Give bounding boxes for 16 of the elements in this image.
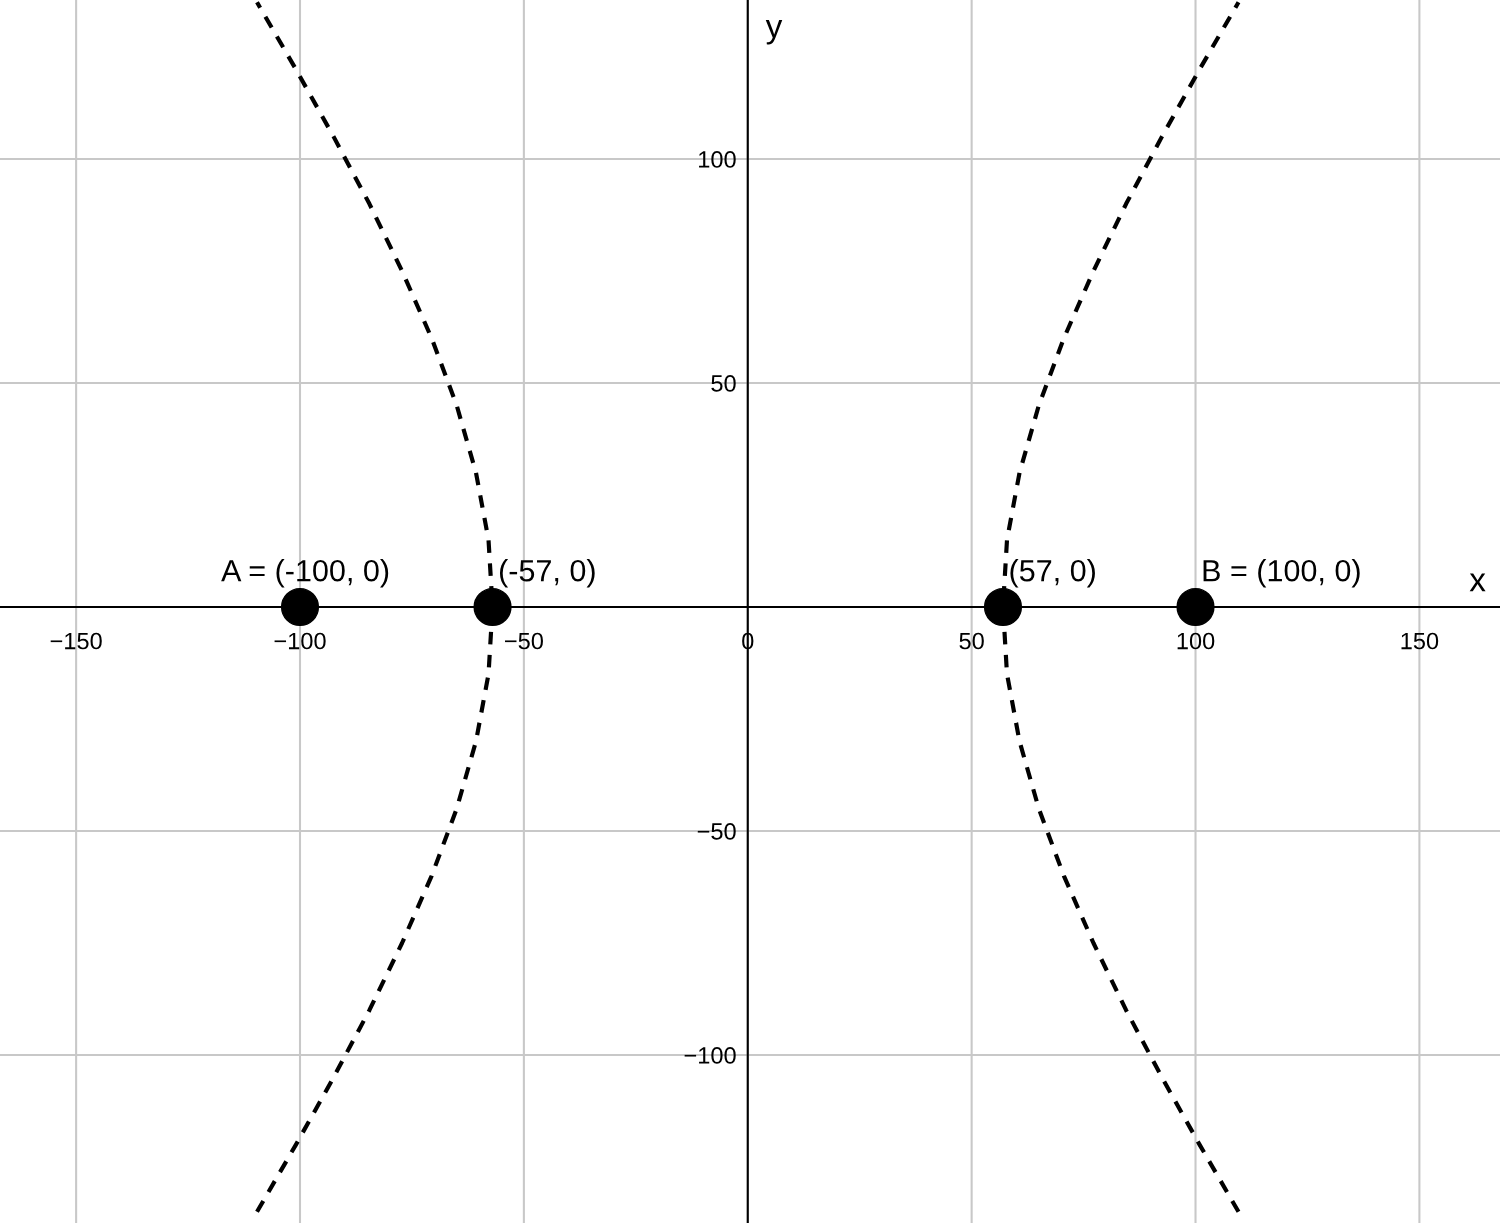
- annotation: (-57, 0): [499, 559, 595, 588]
- x-tick-label: 150: [1401, 632, 1439, 650]
- annotation: B = (100, 0): [1203, 559, 1360, 588]
- x-tick-label: −100: [274, 632, 326, 650]
- x-tick-label: 100: [1177, 632, 1215, 650]
- annotation: (57, 0): [1010, 559, 1095, 588]
- y-tick-label: 50: [711, 375, 736, 392]
- y-tick-label: −100: [684, 1047, 736, 1064]
- x-tick-label: −150: [50, 632, 102, 650]
- y-axis-title: y: [765, 19, 783, 45]
- y-tick-label: −50: [697, 823, 736, 840]
- x-tick-label: −50: [505, 632, 543, 650]
- x-axis-title: x: [1469, 573, 1486, 592]
- annotation: A = (-100, 0): [221, 559, 389, 588]
- x-tick-label: 50: [959, 632, 984, 650]
- y-tick-label: 100: [699, 151, 736, 168]
